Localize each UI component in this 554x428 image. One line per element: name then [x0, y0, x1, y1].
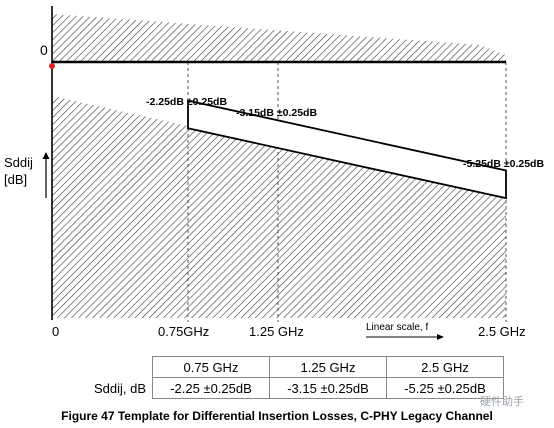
x-scale-label: Linear scale, f — [366, 322, 429, 333]
x-tick-0.75: 0.75GHz — [158, 324, 210, 339]
tolerance-band — [187, 99, 507, 200]
y-axis-label-line1: Sddij — [4, 155, 33, 170]
table-cell: -3.15 ±0.25dB — [269, 377, 387, 399]
table-corner — [70, 357, 153, 378]
y-axis-label: Sddij [dB] — [4, 154, 33, 188]
figure-caption: Figure 47 Template for Differential Inse… — [61, 409, 493, 423]
annotation-1.25ghz: -3.15dB ±0.25dB — [236, 107, 318, 119]
annotation-2.5ghz: -5.25dB ±0.25dB — [463, 158, 545, 170]
table-cell: -5.25 ±0.25dB — [386, 377, 504, 399]
annotation-0.75ghz: -2.25dB ±0.25dB — [146, 96, 228, 108]
origin-marker — [49, 63, 55, 69]
plot-area — [49, 6, 507, 322]
table-row: Sddij, dB -2.25 ±0.25dB -3.15 ±0.25dB -5… — [70, 377, 504, 399]
x-tick-0: 0 — [52, 324, 60, 339]
x-tick-1.25: 1.25 GHz — [249, 324, 304, 339]
table-row-label: Sddij, dB — [93, 380, 146, 396]
x-direction-arrow — [366, 334, 444, 340]
x-tick-2.5: 2.5 GHz — [478, 324, 526, 339]
insertion-loss-template-diagram: 0 Sddij [dB] 0 0.75GHz 1.25 GHz 2.5 GHz … — [4, 6, 545, 340]
specs-table: 0.75 GHz 1.25 GHz 2.5 GHz Sddij, dB -2.2… — [70, 356, 504, 399]
table-header-row: 0.75 GHz 1.25 GHz 2.5 GHz — [70, 356, 504, 378]
y-axis-label-line2: [dB] — [4, 172, 28, 187]
table-cell: -2.25 ±0.25dB — [152, 377, 270, 399]
table-header-cell: 2.5 GHz — [386, 356, 504, 378]
watermark: 硬件助手 — [480, 396, 524, 408]
upper-hatched-region — [52, 14, 506, 62]
table-header-cell: 1.25 GHz — [269, 356, 387, 378]
lower-hatched-region — [52, 96, 506, 318]
y-zero-label: 0 — [40, 42, 48, 58]
y-direction-arrow — [42, 152, 50, 198]
table-header-cell: 0.75 GHz — [152, 356, 270, 378]
